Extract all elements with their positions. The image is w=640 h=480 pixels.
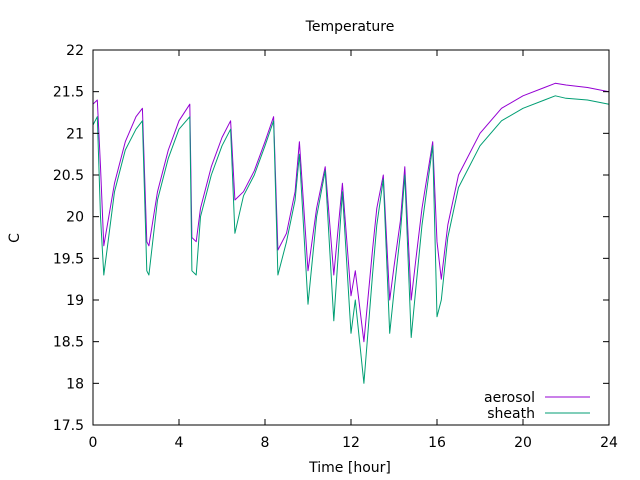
y-tick-label: 20	[66, 210, 84, 226]
x-tick-label: 16	[428, 435, 446, 451]
y-axis: 17.5 18 18.5 19 19.5 20 20.5 21 21.5 22	[53, 43, 609, 434]
x-tick-label: 4	[175, 435, 184, 451]
x-tick-label: 12	[342, 435, 360, 451]
legend-label-aerosol: aerosol	[484, 390, 535, 406]
x-tick-label: 0	[89, 435, 98, 451]
x-axis: 0 4 8 12 16 20 24	[89, 50, 618, 451]
y-tick-label: 21.5	[53, 85, 84, 101]
y-tick-label: 18	[66, 376, 84, 392]
y-tick-label: 22	[66, 43, 84, 59]
chart-title: Temperature	[305, 19, 395, 35]
x-tick-label: 20	[514, 435, 532, 451]
y-tick-label: 19	[66, 293, 84, 309]
y-axis-label: C	[7, 233, 23, 243]
y-tick-label: 17.5	[53, 418, 84, 434]
y-tick-label: 19.5	[53, 251, 84, 267]
x-tick-label: 8	[261, 435, 270, 451]
y-tick-label: 20.5	[53, 168, 84, 184]
plot-frame	[92, 49, 610, 426]
x-tick-label: 24	[600, 435, 618, 451]
legend-label-sheath: sheath	[487, 406, 535, 422]
plot-series	[92, 82, 610, 384]
x-axis-label: Time [hour]	[308, 460, 391, 476]
series-line-sheath	[92, 95, 610, 384]
series-line-aerosol	[92, 82, 610, 343]
y-tick-label: 21	[66, 126, 84, 142]
y-tick-label: 18.5	[53, 335, 84, 351]
